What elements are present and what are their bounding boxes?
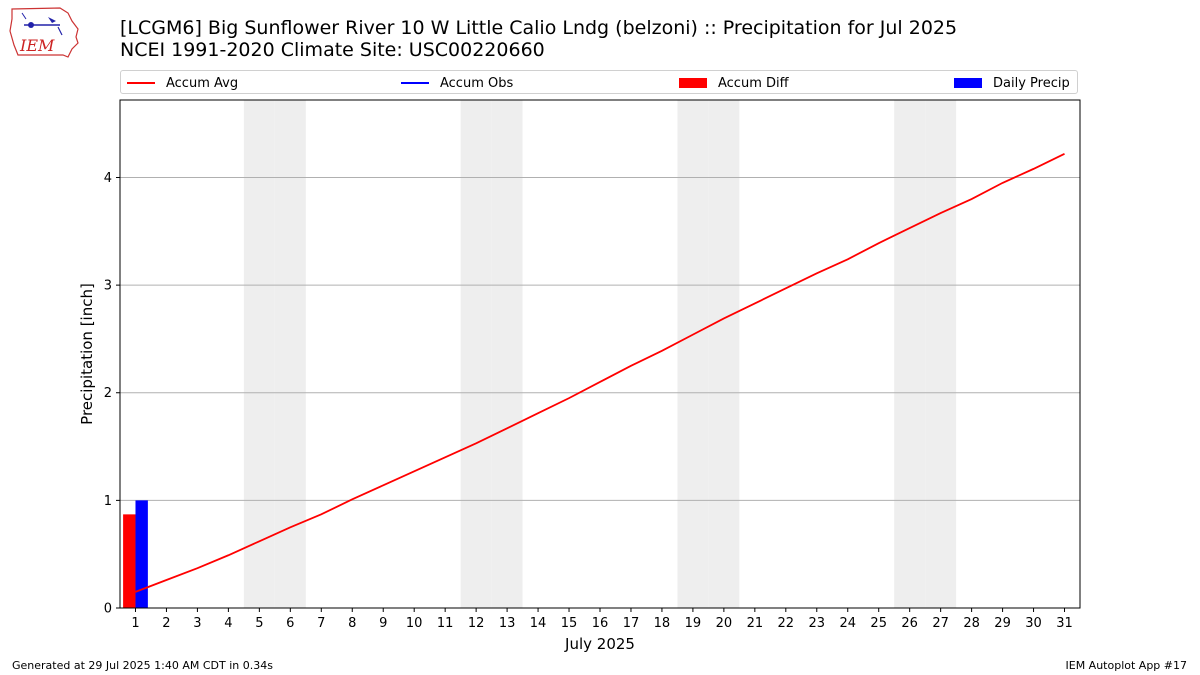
legend-swatch-daily-precip [954, 78, 982, 88]
x-tick-label-27: 27 [932, 616, 949, 631]
legend-item-accum-diff: Accum Diff [679, 73, 789, 93]
weekend-shade-day-5 [243, 100, 275, 608]
x-tick-label-20: 20 [716, 616, 733, 631]
x-tick-label-26: 26 [901, 616, 918, 631]
x-tick-label-7: 7 [317, 616, 325, 631]
legend-swatch-accum-avg [127, 82, 155, 84]
legend-swatch-accum-obs [401, 82, 429, 84]
legend-item-accum-avg: Accum Avg [127, 73, 238, 93]
y-tick-label-3: 3 [104, 279, 112, 294]
legend-label-accum-diff: Accum Diff [718, 75, 789, 91]
iem-logo: IEM [9, 7, 79, 58]
chart-title: [LCGM6] Big Sunflower River 10 W Little … [120, 17, 958, 39]
y-tick-label-4: 4 [104, 171, 112, 186]
x-tick-label-21: 21 [747, 616, 764, 631]
legend-label-daily-precip: Daily Precip [993, 75, 1070, 91]
legend-label-accum-obs: Accum Obs [440, 75, 514, 91]
x-tick-label-16: 16 [592, 616, 609, 631]
x-tick-label-31: 31 [1056, 616, 1073, 631]
legend-item-accum-obs: Accum Obs [401, 73, 513, 93]
x-tick-label-5: 5 [255, 616, 263, 631]
y-axis-label: Precipitation [inch] [78, 283, 96, 425]
x-tick-label-4: 4 [224, 616, 232, 631]
x-tick-label-30: 30 [1025, 616, 1042, 631]
x-tick-label-2: 2 [162, 616, 170, 631]
x-tick-label-18: 18 [654, 616, 671, 631]
logo-text: IEM [19, 36, 55, 55]
weekend-shade-day-26 [894, 100, 926, 608]
legend-swatch-accum-diff [679, 78, 707, 88]
x-tick-label-11: 11 [437, 616, 454, 631]
y-tick-label-1: 1 [104, 494, 112, 509]
x-tick-label-1: 1 [131, 616, 139, 631]
x-tick-label-14: 14 [530, 616, 547, 631]
x-tick-label-23: 23 [809, 616, 826, 631]
x-tick-label-22: 22 [778, 616, 795, 631]
x-tick-label-15: 15 [561, 616, 578, 631]
generated-footer: Generated at 29 Jul 2025 1:40 AM CDT in … [12, 659, 273, 672]
x-tick-label-10: 10 [406, 616, 423, 631]
chart-subtitle: NCEI 1991-2020 Climate Site: USC00220660 [120, 39, 545, 61]
x-tick-label-17: 17 [623, 616, 640, 631]
legend-item-daily-precip: Daily Precip [954, 73, 1070, 93]
x-tick-label-13: 13 [499, 616, 516, 631]
daily-precip-bar-day-1 [135, 500, 148, 608]
chart-legend: Accum Avg Accum Obs Accum Diff Daily Pre… [120, 70, 1078, 94]
x-tick-label-19: 19 [685, 616, 702, 631]
x-tick-label-24: 24 [839, 616, 856, 631]
y-tick-label-0: 0 [104, 602, 112, 617]
x-tick-label-3: 3 [193, 616, 201, 631]
x-axis-label: July 2025 [564, 635, 635, 653]
accum-diff-bar-day-1 [123, 514, 136, 608]
accum-avg-line [135, 153, 1065, 593]
x-tick-label-29: 29 [994, 616, 1011, 631]
weekend-shade-day-12 [460, 100, 492, 608]
weekend-shade-day-13 [491, 100, 523, 608]
x-tick-label-12: 12 [468, 616, 485, 631]
y-tick-label-2: 2 [104, 386, 112, 401]
x-tick-label-8: 8 [348, 616, 356, 631]
x-tick-label-25: 25 [870, 616, 887, 631]
x-tick-label-28: 28 [963, 616, 980, 631]
app-footer: IEM Autoplot App #17 [1065, 659, 1188, 672]
x-tick-label-6: 6 [286, 616, 294, 631]
x-tick-label-9: 9 [379, 616, 387, 631]
legend-label-accum-avg: Accum Avg [166, 75, 239, 91]
weekend-shade-day-27 [925, 100, 957, 608]
weekend-shade-day-20 [708, 100, 740, 608]
weekend-shade-day-19 [677, 100, 709, 608]
